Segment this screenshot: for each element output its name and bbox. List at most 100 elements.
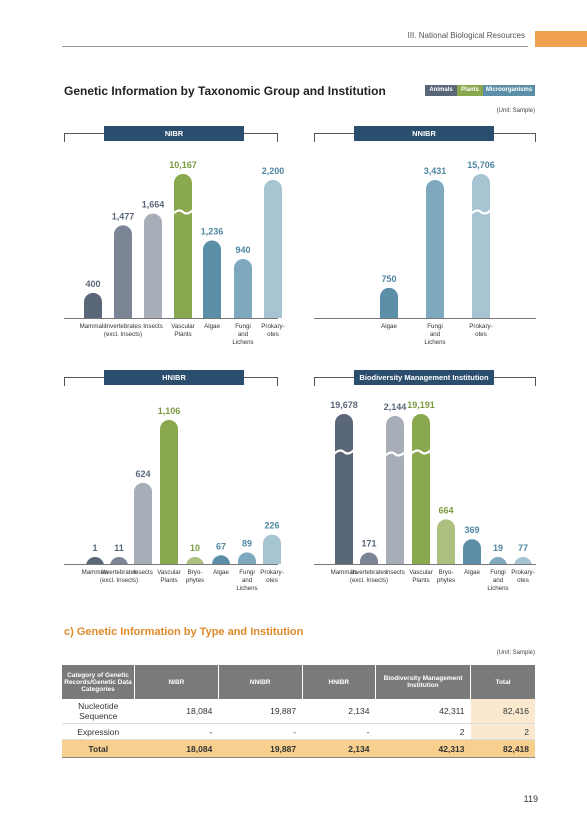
bar-value-label: 1 <box>92 543 97 553</box>
bar-value-label: 400 <box>85 279 100 289</box>
bar-value-label: 664 <box>438 505 453 515</box>
cell-hnibr: 2,134 <box>302 699 376 724</box>
cell-bmi: 42,311 <box>375 699 471 724</box>
cell-hnibr: - <box>302 723 376 740</box>
panel-bmi: Biodiversity Management Institution 19,6… <box>314 370 536 602</box>
x-tick-label: Prokary- <box>261 323 284 330</box>
bar-value-label: 77 <box>518 543 528 553</box>
x-tick-label: (excl. Insects) <box>350 577 388 584</box>
genetic-info-table: Category of Genetic Records/Genetic Data… <box>62 665 535 758</box>
total-hnibr: 2,134 <box>302 739 376 758</box>
x-tick-label: and <box>242 577 253 584</box>
col-header-bmi: Biodiversity Management Institution <box>375 665 471 699</box>
chart-bar <box>463 539 481 564</box>
x-tick-label: Prokary- <box>469 323 492 330</box>
x-tick-label: Invertebrates <box>105 323 141 330</box>
x-tick-label: Lichens <box>487 585 508 592</box>
page-title: Genetic Information by Taxonomic Group a… <box>64 84 386 98</box>
axis-break-mark <box>383 450 407 458</box>
bar-value-label: 1,664 <box>142 200 165 210</box>
x-tick-label: Fungi <box>239 569 254 576</box>
legend-animals: Animals <box>425 85 457 96</box>
bar-value-label: 171 <box>361 539 376 549</box>
total-nibr: 18,084 <box>134 739 219 758</box>
x-tick-label: otes <box>475 331 487 338</box>
x-tick-label: Insects <box>133 569 153 576</box>
total-nnibr: 19,887 <box>218 739 303 758</box>
axis-break-mark <box>469 208 493 216</box>
x-tick-label: Mammals <box>331 569 358 576</box>
table-row: Expression - - - 2 2 <box>62 723 535 740</box>
x-tick-label: Algae <box>213 569 229 576</box>
total-all: 82,418 <box>470 739 535 758</box>
bar-value-label: 624 <box>135 469 150 479</box>
chart-bar <box>263 534 281 564</box>
x-tick-label: Bryo- <box>439 569 454 576</box>
bar-value-label: 67 <box>216 541 226 551</box>
cell-nibr: - <box>134 723 219 740</box>
chart-bar <box>234 259 252 318</box>
bar-value-label: 1,106 <box>158 406 181 416</box>
chart-bar <box>144 213 162 318</box>
panel-nnibr: NNIBR 750 Algae 3,431 Fungi and Lichens 15,706… <box>314 126 536 356</box>
x-tick-label: Algae <box>381 323 397 330</box>
chart-bar <box>437 519 455 564</box>
bar-value-label: 1,236 <box>201 226 224 236</box>
bar-value-label: 226 <box>264 521 279 531</box>
x-tick-label: and <box>238 331 249 338</box>
bar-value-label: 89 <box>242 538 252 548</box>
x-tick-label: Fungi <box>427 323 442 330</box>
chapter-header: III. National Biological Resources <box>407 31 525 40</box>
bar-value-label: 15,706 <box>467 160 495 170</box>
chart-bar <box>412 414 430 564</box>
bar-value-label: 10,167 <box>169 160 197 170</box>
unit-label-charts: (Unit: Sample) <box>496 108 535 114</box>
cell-total: 82,416 <box>470 699 535 724</box>
chart-nibr: 400 Mammals 1,477 Invertebrates(excl. Insec… <box>80 160 285 346</box>
chart-bar <box>264 180 282 318</box>
x-tick-label: Vascular <box>409 569 433 576</box>
panel-title: NNIBR <box>354 126 494 141</box>
x-tick-label: Bryo- <box>188 569 203 576</box>
x-tick-label: Insects <box>385 569 405 576</box>
bar-value-label: 369 <box>464 525 479 535</box>
axis-break-mark <box>332 448 356 456</box>
bar-value-label: 19 <box>493 543 503 553</box>
total-label: Total <box>62 739 135 758</box>
x-tick-label: Lichens <box>232 339 253 346</box>
chart-bar <box>203 240 221 318</box>
x-tick-label: Lichens <box>424 339 445 346</box>
chart-bar <box>514 557 532 566</box>
x-tick-label: otes <box>517 577 529 584</box>
chart-bar <box>86 557 104 566</box>
cell-bmi: 2 <box>375 723 471 740</box>
chart-bar <box>426 180 444 318</box>
cell-nnibr: 19,887 <box>218 699 303 724</box>
x-tick-label: and <box>493 577 504 584</box>
x-tick-label: Lichens <box>236 585 257 592</box>
table-header-row: Category of Genetic Records/Genetic Data… <box>62 665 535 699</box>
chart-bar <box>174 174 192 318</box>
x-tick-label: phytes <box>437 577 455 584</box>
legend: Animals Plants Microorganisms <box>425 85 535 96</box>
x-tick-label: otes <box>266 577 278 584</box>
chart-bar <box>212 555 230 565</box>
chart-baseline <box>64 564 278 565</box>
col-header-nnibr: NNIBR <box>218 665 303 699</box>
panel-title: Biodiversity Management Institution <box>354 370 494 385</box>
chart-baseline <box>314 318 536 319</box>
bar-value-label: 750 <box>381 274 396 284</box>
bar-value-label: 3,431 <box>424 166 447 176</box>
cell-nnibr: - <box>218 723 303 740</box>
axis-break-mark <box>409 448 433 456</box>
x-tick-label: Vascular <box>157 569 181 576</box>
chart-bar <box>186 557 204 566</box>
col-header-total: Total <box>470 665 535 699</box>
x-tick-label: and <box>430 331 441 338</box>
chart-bar <box>160 420 178 564</box>
cell-nibr: 18,084 <box>134 699 219 724</box>
panel-title: HNIBR <box>104 370 244 385</box>
x-tick-label: Fungi <box>490 569 505 576</box>
chart-bmi: 19,678 Mammals 171 Invertebrates(excl. Inse… <box>330 400 534 592</box>
